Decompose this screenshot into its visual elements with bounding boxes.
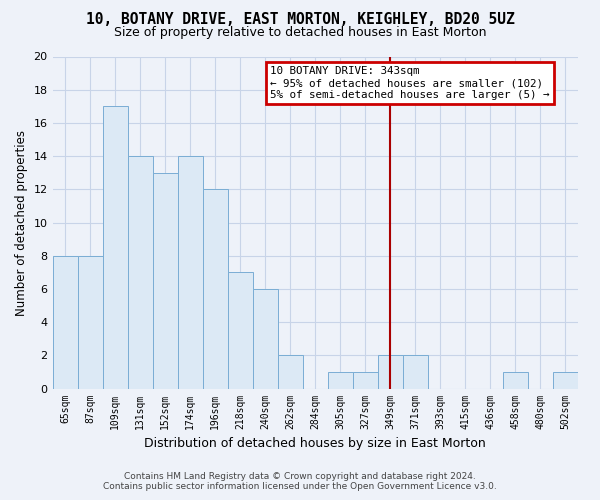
Bar bbox=[353, 372, 377, 388]
Bar bbox=[128, 156, 152, 388]
Bar bbox=[203, 190, 227, 388]
Bar bbox=[53, 256, 77, 388]
Bar bbox=[403, 356, 428, 388]
Bar bbox=[227, 272, 253, 388]
Bar bbox=[553, 372, 578, 388]
Bar bbox=[278, 356, 302, 388]
Bar bbox=[178, 156, 203, 388]
Text: Size of property relative to detached houses in East Morton: Size of property relative to detached ho… bbox=[114, 26, 486, 39]
Bar bbox=[328, 372, 353, 388]
Bar bbox=[377, 356, 403, 388]
Bar bbox=[253, 289, 278, 388]
Text: 10 BOTANY DRIVE: 343sqm
← 95% of detached houses are smaller (102)
5% of semi-de: 10 BOTANY DRIVE: 343sqm ← 95% of detache… bbox=[271, 66, 550, 100]
Bar bbox=[503, 372, 527, 388]
Bar bbox=[77, 256, 103, 388]
Bar bbox=[103, 106, 128, 388]
Bar bbox=[152, 172, 178, 388]
Text: Contains HM Land Registry data © Crown copyright and database right 2024.
Contai: Contains HM Land Registry data © Crown c… bbox=[103, 472, 497, 491]
Text: 10, BOTANY DRIVE, EAST MORTON, KEIGHLEY, BD20 5UZ: 10, BOTANY DRIVE, EAST MORTON, KEIGHLEY,… bbox=[86, 12, 514, 28]
X-axis label: Distribution of detached houses by size in East Morton: Distribution of detached houses by size … bbox=[144, 437, 486, 450]
Y-axis label: Number of detached properties: Number of detached properties bbox=[15, 130, 28, 316]
